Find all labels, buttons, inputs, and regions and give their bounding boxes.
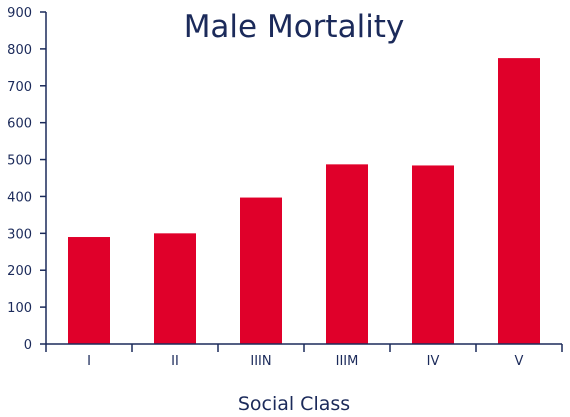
y-tick-label-400: 400 — [7, 190, 32, 205]
bar-iv — [412, 165, 454, 344]
x-tick-label-ii: II — [171, 354, 179, 369]
y-tick-label-500: 500 — [7, 154, 32, 169]
bar-v — [498, 58, 540, 344]
x-axis-label: Social Class — [238, 393, 350, 415]
chart-title: Male Mortality — [184, 9, 405, 45]
y-tick-label-100: 100 — [7, 301, 32, 316]
bar-ii — [154, 233, 196, 344]
x-tick-label-i: I — [87, 354, 91, 369]
x-tick-label-iiin: IIIN — [250, 354, 271, 369]
bar-iiin — [240, 197, 282, 344]
y-tick-label-800: 800 — [7, 43, 32, 58]
y-tick-label-0: 0 — [24, 338, 32, 353]
y-axis: 0 100 200 300 400 500 600 700 800 900 — [7, 6, 47, 353]
x-tick-label-iiim: IIIM — [336, 354, 359, 369]
bars-group — [68, 58, 540, 344]
x-tick-label-v: V — [515, 354, 524, 369]
bar-i — [68, 237, 110, 344]
x-axis: I II IIIN IIIM IV V — [45, 343, 563, 369]
bar-iiim — [326, 164, 368, 344]
y-tick-label-700: 700 — [7, 80, 32, 95]
y-tick-label-200: 200 — [7, 264, 32, 279]
y-tick-label-900: 900 — [7, 6, 32, 21]
x-tick-label-iv: IV — [427, 354, 440, 369]
y-tick-label-600: 600 — [7, 117, 32, 132]
y-tick-label-300: 300 — [7, 227, 32, 242]
